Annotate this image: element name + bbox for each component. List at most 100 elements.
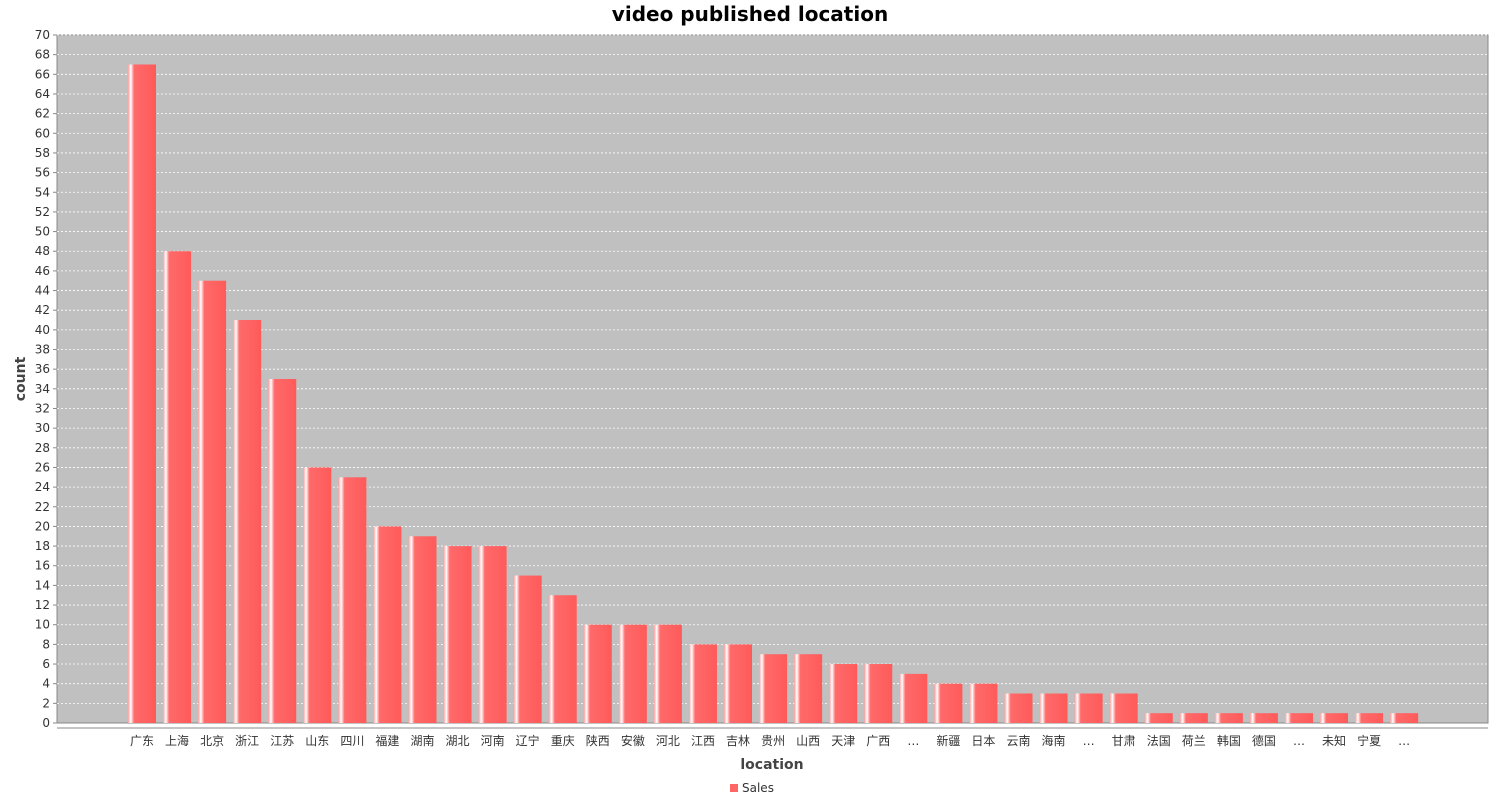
x-tick-label: 安徽 xyxy=(621,733,645,748)
x-tick-label: 德国 xyxy=(1252,733,1276,748)
x-tick-label: 贵州 xyxy=(761,734,785,748)
x-tick-label: 山东 xyxy=(305,734,329,748)
y-tick-label: 62 xyxy=(35,107,50,121)
bar-9 xyxy=(408,536,437,723)
bar-32 xyxy=(1214,713,1243,723)
y-tick-label: 20 xyxy=(35,519,50,533)
y-tick-label: 16 xyxy=(35,559,50,573)
bar-13 xyxy=(548,595,577,723)
y-axis-label: count xyxy=(13,356,29,401)
y-tick-label: 46 xyxy=(35,264,50,278)
x-tick-label: 江西 xyxy=(691,734,715,748)
bar-29 xyxy=(1109,693,1138,723)
x-tick-label: 云南 xyxy=(1006,733,1030,748)
bar-27 xyxy=(1039,693,1068,723)
y-tick-label: 58 xyxy=(35,146,50,160)
y-tick-label: 42 xyxy=(35,303,50,317)
bar-26 xyxy=(1004,693,1033,723)
x-tick-label: 江苏 xyxy=(270,734,294,748)
bars xyxy=(128,64,1419,723)
x-axis-ticks: 广东 上海 北京 浙江 江苏 山东 四川 福建 湖南 湖北 河南 辽宁 重庆 陕西 安徽 河北 江西 吉林 贵州 山西… xyxy=(130,733,1410,748)
y-tick-label: 32 xyxy=(35,401,50,415)
y-tick-label: 4 xyxy=(42,677,50,691)
x-tick-label: … xyxy=(1398,734,1410,748)
x-tick-label: 韩国 xyxy=(1217,733,1241,748)
x-tick-label: 北京 xyxy=(200,734,224,748)
bar-24 xyxy=(934,683,963,723)
bar-10 xyxy=(443,546,472,723)
y-tick-label: 64 xyxy=(35,87,50,101)
y-axis-ticks: 0246810121416182022242628303234363840424… xyxy=(35,28,57,730)
y-tick-label: 14 xyxy=(35,578,50,592)
bar-36 xyxy=(1355,713,1384,723)
y-tick-label: 54 xyxy=(35,185,50,199)
y-tick-label: 6 xyxy=(42,657,50,671)
bar-7 xyxy=(338,477,367,723)
y-tick-label: 18 xyxy=(35,539,50,553)
bar-22 xyxy=(864,664,893,723)
x-tick-label: 辽宁 xyxy=(516,733,540,748)
bar-18 xyxy=(724,644,753,723)
x-tick-label: … xyxy=(1083,734,1095,748)
x-tick-label: 陕西 xyxy=(586,733,610,748)
x-tick-label: 山西 xyxy=(796,734,820,748)
x-tick-label: 湖南 xyxy=(410,733,434,748)
x-tick-label: 未知 xyxy=(1322,734,1346,748)
x-tick-label: 荷兰 xyxy=(1182,734,1206,748)
y-tick-label: 66 xyxy=(35,67,50,81)
y-tick-label: 48 xyxy=(35,244,50,258)
y-tick-label: 26 xyxy=(35,460,50,474)
y-tick-label: 70 xyxy=(35,28,50,42)
bar-37 xyxy=(1390,713,1419,723)
x-tick-label: 重庆 xyxy=(551,734,575,748)
bar-34 xyxy=(1284,713,1313,723)
x-tick-label: 上海 xyxy=(165,733,189,748)
x-tick-label: 宁夏 xyxy=(1357,733,1381,748)
bar-4 xyxy=(233,320,262,723)
bar-1 xyxy=(128,64,156,723)
y-tick-label: 28 xyxy=(35,441,50,455)
legend: Sales xyxy=(730,781,774,795)
y-tick-label: 0 xyxy=(42,716,50,730)
y-tick-label: 10 xyxy=(35,618,50,632)
bar-11 xyxy=(478,546,507,723)
bar-21 xyxy=(829,664,858,723)
bar-19 xyxy=(759,654,788,723)
bar-30 xyxy=(1144,713,1173,723)
x-tick-label: 法国 xyxy=(1147,734,1171,748)
y-tick-label: 44 xyxy=(35,284,50,298)
x-tick-label: 海南 xyxy=(1042,733,1066,748)
x-tick-label: 新疆 xyxy=(936,733,960,748)
y-tick-label: 56 xyxy=(35,166,50,180)
y-tick-label: 34 xyxy=(35,382,50,396)
y-tick-label: 68 xyxy=(35,48,50,62)
legend-swatch xyxy=(730,784,738,792)
y-tick-label: 24 xyxy=(35,480,50,494)
x-tick-label: 河北 xyxy=(656,734,680,748)
gridlines xyxy=(57,34,1488,704)
y-tick-label: 38 xyxy=(35,343,50,357)
chart-title: video published location xyxy=(612,2,888,26)
x-tick-label: 天津 xyxy=(831,734,855,748)
x-tick-label: 广东 xyxy=(130,734,154,748)
y-tick-label: 2 xyxy=(42,696,50,710)
x-tick-label: 河南 xyxy=(481,733,505,748)
bar-8 xyxy=(373,526,402,723)
x-tick-label: 四川 xyxy=(340,734,364,748)
bar-14 xyxy=(583,624,612,723)
y-tick-label: 30 xyxy=(35,421,50,435)
y-tick-label: 12 xyxy=(35,598,50,612)
x-tick-label: 日本 xyxy=(971,734,995,748)
y-tick-label: 60 xyxy=(35,126,50,140)
bar-33 xyxy=(1249,713,1278,723)
x-tick-label: … xyxy=(1293,734,1305,748)
bar-15 xyxy=(618,624,647,723)
y-tick-label: 36 xyxy=(35,362,50,376)
bar-35 xyxy=(1320,713,1349,723)
legend-label-sales: Sales xyxy=(742,781,774,795)
bar-20 xyxy=(794,654,823,723)
bar-12 xyxy=(513,575,542,723)
x-tick-label: 福建 xyxy=(375,733,399,748)
y-tick-label: 22 xyxy=(35,500,50,514)
